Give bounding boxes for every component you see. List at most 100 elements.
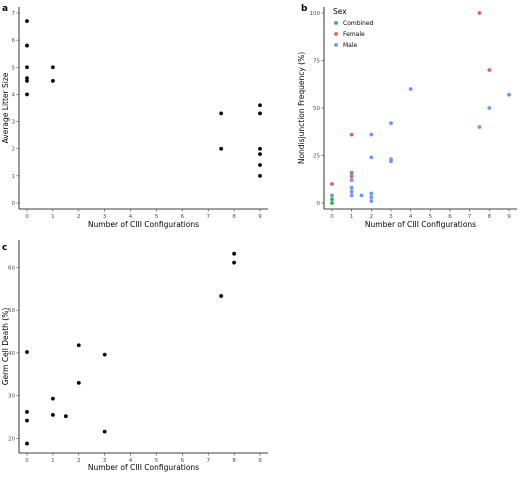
data-point	[232, 260, 237, 265]
data-point	[258, 111, 262, 116]
x-tick-label: 5	[429, 214, 433, 220]
data-point	[25, 350, 29, 354]
y-tick-label: 50	[313, 106, 320, 112]
x-tick-label: 8	[232, 458, 236, 464]
x-tick-label: 0	[25, 458, 29, 464]
legend-swatch	[334, 32, 338, 36]
panel-label: a	[2, 4, 8, 14]
x-tick-label: 1	[51, 458, 55, 464]
x-tick-label: 5	[155, 458, 159, 464]
data-point	[219, 146, 224, 151]
y-tick-label: 100	[310, 11, 321, 17]
data-point	[389, 121, 393, 126]
data-point	[349, 178, 354, 183]
x-tick-label: 0	[330, 214, 334, 220]
x-tick-label: 6	[181, 214, 185, 220]
x-axis-label: Number of CIII Configurations	[88, 220, 199, 229]
x-tick-label: 8	[488, 214, 492, 220]
data-point	[76, 343, 81, 348]
data-point	[389, 159, 393, 164]
y-tick-label: 60	[8, 265, 15, 271]
y-tick-label: 5	[12, 65, 16, 71]
data-point	[349, 189, 354, 194]
x-tick-label: 3	[103, 214, 107, 220]
data-point	[102, 352, 107, 357]
x-tick-label: 6	[448, 214, 452, 220]
y-axis-label: Average Litter Size	[1, 72, 10, 143]
legend: Sex Combined Female Male	[333, 7, 374, 49]
data-point	[219, 111, 224, 116]
x-axis-label: Number of CIII Configurations	[88, 463, 199, 472]
data-point	[349, 193, 354, 198]
data-point	[76, 380, 81, 385]
x-tick-label: 1	[51, 214, 55, 220]
data-point	[63, 414, 68, 419]
panel-label: c	[2, 243, 7, 253]
x-tick-label: 0	[25, 214, 29, 220]
x-axis-label: Number of CIII Configurations	[365, 220, 476, 229]
y-tick-label: 40	[8, 351, 15, 357]
data-point	[369, 155, 374, 160]
data-point	[507, 92, 511, 97]
x-tick-label: 2	[77, 214, 81, 220]
data-point	[258, 163, 262, 167]
data-point	[349, 132, 354, 137]
y-tick-label: 75	[313, 59, 320, 65]
data-point	[487, 68, 492, 72]
data-point	[25, 43, 29, 48]
x-tick-label: 4	[409, 214, 413, 220]
x-tick-label: 5	[155, 214, 159, 220]
data-point	[359, 193, 364, 198]
legend-title: Sex	[333, 7, 347, 16]
data-point	[50, 396, 55, 401]
x-tick-label: 9	[258, 458, 262, 464]
x-tick-label: 8	[232, 214, 236, 220]
data-point	[25, 418, 29, 423]
data-point	[25, 65, 29, 70]
data-point	[258, 152, 262, 157]
y-tick-label: 25	[313, 154, 320, 160]
data-point	[50, 413, 55, 417]
panel-c: c 0 1 2 3 4 5 6 7 8 9 20 30 40 50 60 Number of CIII Conf…	[1, 240, 268, 472]
data-point	[477, 11, 482, 15]
data-point	[477, 125, 482, 129]
data-point	[258, 103, 262, 108]
data-point	[50, 65, 55, 70]
data-point	[258, 173, 262, 178]
y-tick-label: 4	[12, 92, 16, 98]
legend-entry: Female	[343, 31, 365, 38]
y-axis-label: Nondisjunction Frequency (%)	[297, 52, 306, 164]
x-tick-label: 2	[370, 214, 374, 220]
data-point	[25, 92, 29, 97]
y-tick-label: 20	[8, 436, 15, 442]
panel-label: b	[301, 4, 308, 14]
data-point	[330, 182, 334, 186]
x-tick-label: 9	[507, 214, 511, 220]
x-tick-label: 9	[258, 214, 262, 220]
data-point	[349, 185, 354, 190]
legend-swatch	[334, 21, 338, 25]
data-point	[25, 410, 29, 414]
legend-swatch	[334, 43, 338, 47]
data-point	[369, 195, 374, 200]
x-tick-label: 7	[468, 214, 472, 220]
y-tick-label: 0	[12, 201, 16, 207]
data-point	[330, 201, 334, 205]
y-tick-label: 3	[12, 120, 16, 126]
data-point	[330, 193, 334, 198]
y-tick-label: 1	[12, 174, 16, 180]
x-tick-label: 6	[181, 458, 185, 464]
data-point	[50, 78, 55, 83]
x-tick-label: 4	[129, 214, 133, 220]
panel-a: a 0 1 2 3 4 5 6 7 8 9 0 1 2 3 4 5 6 7 Number of CIII Config…	[1, 4, 268, 229]
data-point	[25, 441, 29, 446]
data-point	[369, 191, 374, 196]
y-tick-label: 0	[317, 201, 321, 207]
y-tick-label: 7	[12, 11, 16, 17]
data-point	[258, 146, 262, 151]
y-tick-label: 30	[8, 394, 15, 400]
data-point	[219, 294, 224, 298]
data-point	[330, 197, 334, 202]
data-point	[232, 251, 237, 256]
